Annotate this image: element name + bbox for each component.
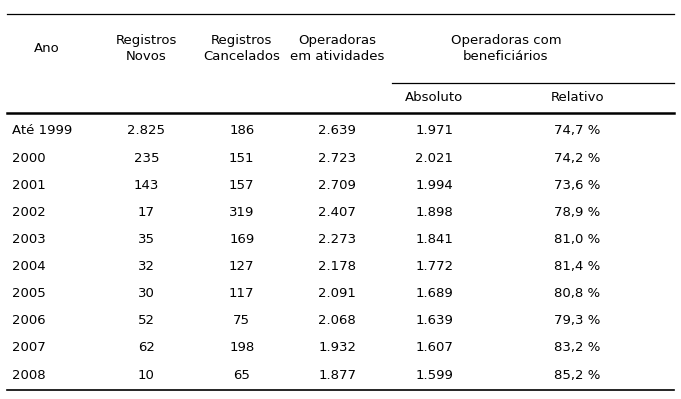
Text: 186: 186 — [229, 124, 255, 137]
Text: 10: 10 — [138, 369, 155, 381]
Text: 1.994: 1.994 — [415, 179, 454, 192]
Text: 1.689: 1.689 — [415, 287, 454, 300]
Text: 83,2 %: 83,2 % — [554, 342, 601, 354]
Text: 2004: 2004 — [12, 260, 46, 273]
Text: Absoluto: Absoluto — [405, 91, 464, 104]
Text: 2.407: 2.407 — [318, 206, 356, 219]
Text: 2000: 2000 — [12, 152, 46, 164]
Text: 74,7 %: 74,7 % — [554, 124, 601, 137]
Text: 1.932: 1.932 — [318, 342, 356, 354]
Text: 17: 17 — [138, 206, 155, 219]
Text: 75: 75 — [234, 314, 250, 327]
Text: 2007: 2007 — [12, 342, 46, 354]
Text: 198: 198 — [229, 342, 255, 354]
Text: 143: 143 — [133, 179, 159, 192]
Text: 73,6 %: 73,6 % — [554, 179, 601, 192]
Text: 62: 62 — [138, 342, 155, 354]
Text: 2.273: 2.273 — [318, 233, 356, 246]
Text: 157: 157 — [229, 179, 255, 192]
Text: 65: 65 — [234, 369, 250, 381]
Text: 1.971: 1.971 — [415, 124, 454, 137]
Text: 1.639: 1.639 — [415, 314, 454, 327]
Text: Ano: Ano — [33, 42, 59, 55]
Text: 1.898: 1.898 — [415, 206, 454, 219]
Text: 1.772: 1.772 — [415, 260, 454, 273]
Text: 81,0 %: 81,0 % — [554, 233, 601, 246]
Text: 2002: 2002 — [12, 206, 46, 219]
Text: 1.599: 1.599 — [415, 369, 454, 381]
Text: 235: 235 — [133, 152, 159, 164]
Text: 2.091: 2.091 — [318, 287, 356, 300]
Text: 35: 35 — [138, 233, 155, 246]
Text: 319: 319 — [229, 206, 255, 219]
Text: 2.068: 2.068 — [318, 314, 356, 327]
Text: Registros
Cancelados: Registros Cancelados — [204, 34, 280, 63]
Text: 1.877: 1.877 — [318, 369, 356, 381]
Text: 80,8 %: 80,8 % — [554, 287, 601, 300]
Text: 2.825: 2.825 — [127, 124, 165, 137]
Text: Operadoras
em atividades: Operadoras em atividades — [290, 34, 384, 63]
Text: 2001: 2001 — [12, 179, 46, 192]
Text: 81,4 %: 81,4 % — [554, 260, 601, 273]
Text: 74,2 %: 74,2 % — [554, 152, 601, 164]
Text: 2.021: 2.021 — [415, 152, 454, 164]
Text: 2.639: 2.639 — [318, 124, 356, 137]
Text: 2005: 2005 — [12, 287, 46, 300]
Text: 32: 32 — [138, 260, 155, 273]
Text: 2.709: 2.709 — [318, 179, 356, 192]
Text: 52: 52 — [138, 314, 155, 327]
Text: Até 1999: Até 1999 — [12, 124, 72, 137]
Text: 1.607: 1.607 — [415, 342, 454, 354]
Text: 2003: 2003 — [12, 233, 46, 246]
Text: 117: 117 — [229, 287, 255, 300]
Text: 151: 151 — [229, 152, 255, 164]
Text: 2.178: 2.178 — [318, 260, 356, 273]
Text: 30: 30 — [138, 287, 155, 300]
Text: 2008: 2008 — [12, 369, 46, 381]
Text: 2006: 2006 — [12, 314, 46, 327]
Text: Relativo: Relativo — [551, 91, 604, 104]
Text: 1.841: 1.841 — [415, 233, 454, 246]
Text: 79,3 %: 79,3 % — [554, 314, 601, 327]
Text: Registros
Novos: Registros Novos — [116, 34, 177, 63]
Text: 85,2 %: 85,2 % — [554, 369, 601, 381]
Text: 78,9 %: 78,9 % — [554, 206, 601, 219]
Text: 169: 169 — [229, 233, 255, 246]
Text: 127: 127 — [229, 260, 255, 273]
Text: Operadoras com
beneficiários: Operadoras com beneficiários — [451, 34, 561, 63]
Text: 2.723: 2.723 — [318, 152, 356, 164]
